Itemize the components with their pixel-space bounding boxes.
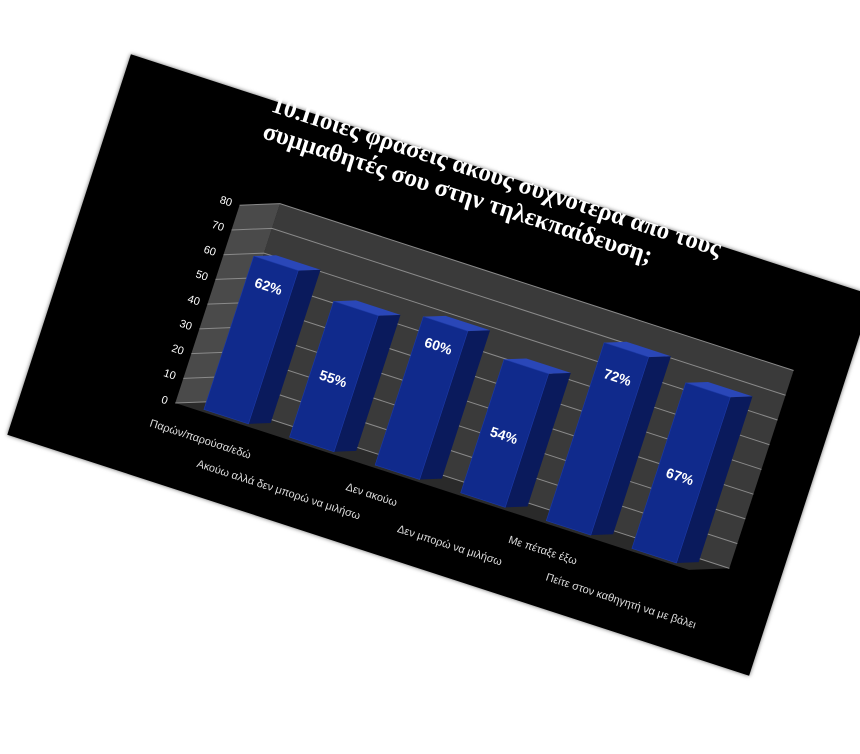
chart-slide: 10.Ποιες φράσεις ακούς συχνότερα από του… xyxy=(7,54,860,676)
bar xyxy=(374,316,469,480)
bar xyxy=(545,342,650,536)
bar-top xyxy=(423,315,491,332)
category-label: Ακούω αλλά δεν μπορώ να μιλήσω xyxy=(195,458,362,522)
bar-chart: 0102030405060708062%55%60%54%72%67%Παρών… xyxy=(148,194,794,632)
category-label: Παρών/παρούσα/εδώ xyxy=(148,418,253,462)
bar-side xyxy=(248,269,321,424)
bar-side xyxy=(419,330,491,480)
bar xyxy=(460,358,549,508)
gridline xyxy=(231,227,786,396)
gridline xyxy=(239,203,794,372)
bar xyxy=(203,255,299,425)
bar-top xyxy=(504,358,571,374)
bar-side xyxy=(590,356,671,536)
y-tick-label: 60 xyxy=(202,244,217,259)
category-label: Δεν μπορώ να μιλήσω xyxy=(396,523,504,568)
category-label: Δεν ακούω xyxy=(344,481,399,509)
bar-top xyxy=(685,381,753,398)
y-tick-label: 30 xyxy=(178,318,193,333)
bar-top xyxy=(604,341,671,358)
y-tick-label: 0 xyxy=(160,394,170,407)
bar-side xyxy=(334,314,401,452)
category-label: Πείτε στον καθηγητή να με βάλει xyxy=(544,571,698,631)
y-tick-label: 40 xyxy=(186,293,201,308)
category-label: Με πέταξε έξω xyxy=(507,534,579,568)
y-tick-label: 10 xyxy=(162,367,177,382)
y-tick-label: 20 xyxy=(170,343,185,358)
y-tick-label: 70 xyxy=(210,219,225,234)
bar-side xyxy=(505,372,571,508)
bar xyxy=(289,300,379,453)
bar xyxy=(631,382,731,564)
y-tick-label: 50 xyxy=(194,268,209,283)
y-tick-label: 80 xyxy=(218,194,233,209)
bar-side xyxy=(676,396,753,563)
bar-top xyxy=(253,255,321,271)
bar-top xyxy=(333,300,401,316)
